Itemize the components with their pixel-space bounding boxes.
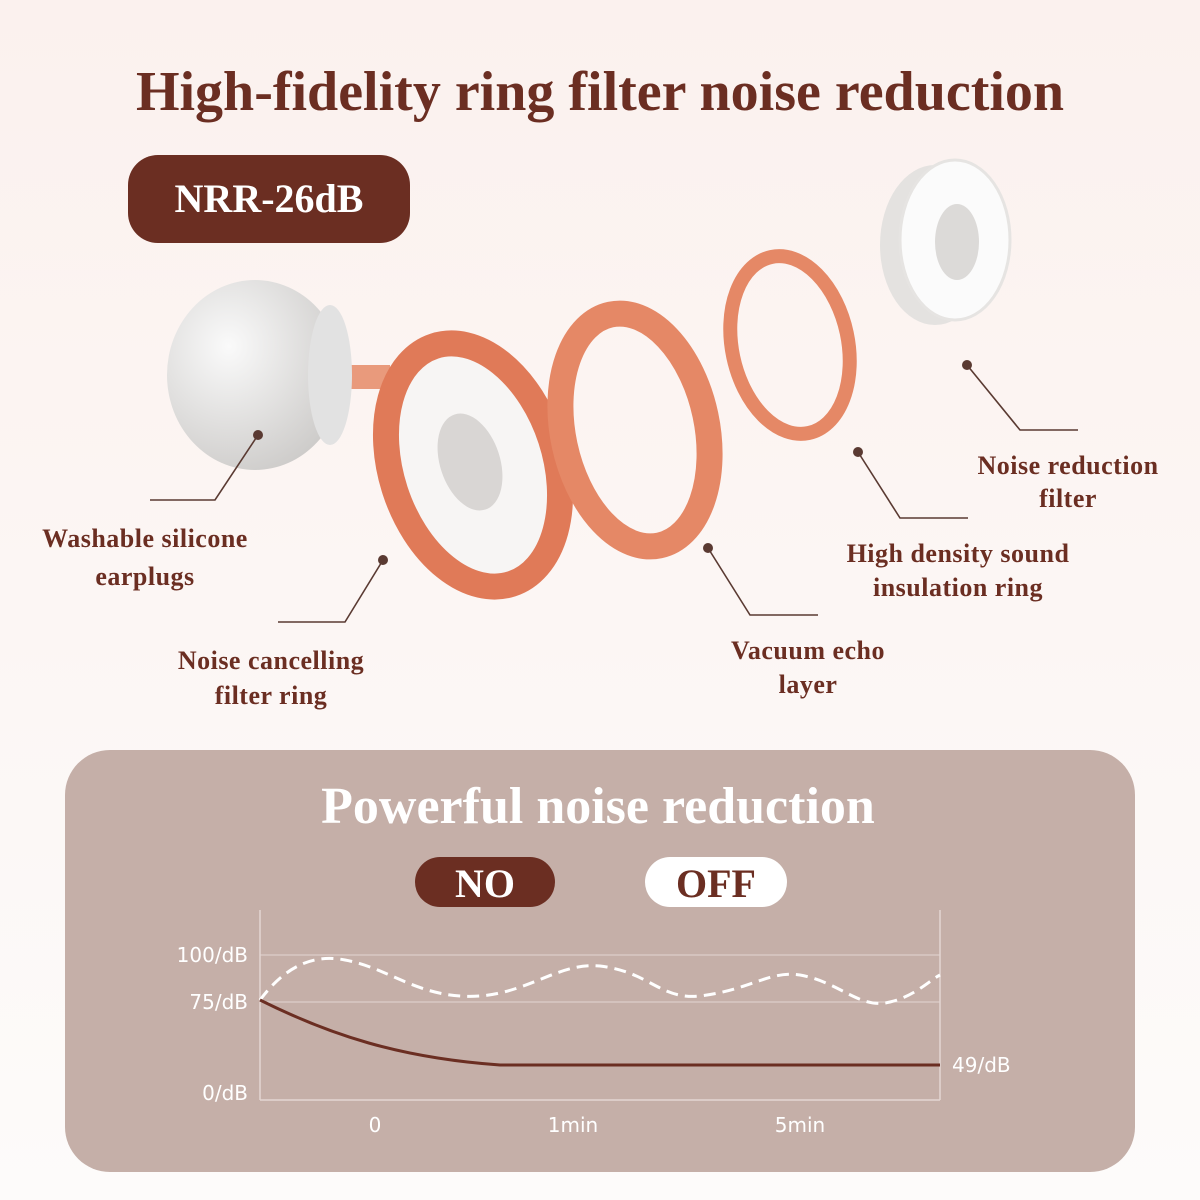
panel-title: Powerful noise reduction [321,778,875,835]
ring [547,300,723,560]
filter-illustration [880,158,1012,325]
x-label: 5min [775,1113,825,1137]
badge-bg [128,155,410,243]
leader-lines [150,360,1078,623]
label: Noise reduction [977,451,1158,480]
y-label: 0/dB [202,1081,248,1105]
chart [258,910,941,1101]
label: earplugs [95,562,194,591]
title: High-fidelity ring filter noise reductio… [136,61,1064,123]
label: Vacuum echo [731,636,885,665]
toggle-on[interactable] [415,857,555,907]
end-label: 49/dB [952,1053,1011,1077]
ring [723,249,857,441]
toggle-off-label[interactable]: OFF [676,861,756,906]
label: filter ring [215,681,328,710]
y-label: 100/dB [177,943,248,967]
x-label: 1min [548,1113,598,1137]
toggle-on-label[interactable]: NO [455,861,515,906]
badge: NRR-26dB [175,176,364,221]
label: filter [1039,484,1097,513]
label: Noise cancelling [178,646,364,675]
earplug-illustration [167,280,574,600]
x-label: 0 [369,1113,382,1137]
y-label: 75/dB [189,990,248,1014]
label: layer [779,670,838,699]
toggle-off[interactable] [645,857,787,907]
label: insulation ring [873,573,1043,602]
label: Washable silicone [42,524,248,553]
label: High density sound [847,539,1070,568]
